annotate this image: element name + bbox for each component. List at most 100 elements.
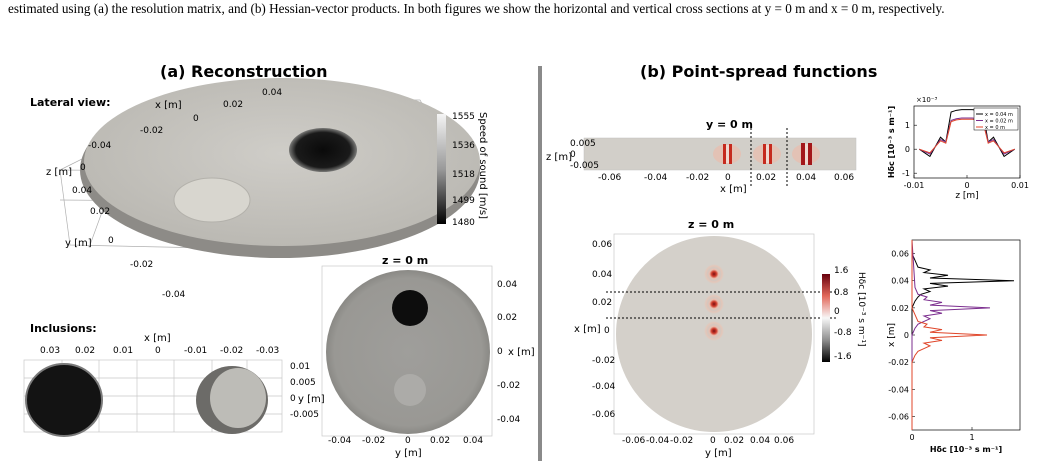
strip-z-tick: -0.005: [570, 161, 600, 171]
slice-a-title: z = 0 m: [382, 254, 429, 267]
chart2-ytick-label: 0.02: [891, 304, 909, 313]
chart1-series-line: [919, 109, 1015, 158]
panel-a-title: (a) Reconstruction: [160, 62, 328, 81]
lateral-view-3d: [59, 78, 480, 258]
strip-z-tick: 0.005: [570, 139, 596, 149]
strip-x-tick: -0.06: [598, 173, 622, 183]
slice-a-x-tick: 0.04: [463, 436, 484, 446]
chart2-ylabel: x [m]: [887, 323, 897, 347]
incl-y-tick: 0.01: [290, 362, 311, 372]
lateral-view-label: Lateral view:: [30, 96, 111, 109]
incl-x-tick: -0.01: [184, 346, 208, 356]
strip-x-tick: 0.06: [834, 173, 855, 183]
dark-inclusion-3d: [289, 128, 357, 172]
slice-a-light-inclusion: [394, 374, 426, 406]
lateral-x-label: x [m]: [155, 100, 182, 111]
psf-colorbar-tick: 0: [834, 307, 840, 317]
psf-slice-y-tick: 0.06: [592, 240, 613, 250]
incl-x-tick: 0: [155, 346, 161, 356]
slice-a-y-tick: -0.04: [497, 415, 521, 425]
chart2-ytick-label: -0.06: [888, 412, 909, 421]
lateral-y-tick: 0.02: [90, 207, 111, 217]
chart1-legend-entry: x = 0 m: [985, 125, 1005, 131]
incl-x-label: x [m]: [144, 333, 171, 344]
lateral-y-tick: 0: [108, 236, 114, 246]
chart1-legend: [973, 107, 1019, 131]
panel-divider: [538, 66, 542, 461]
psf-colorbar-label: Hδc [10⁻³ s m⁻¹]: [856, 272, 866, 347]
sos-colorbar-tick: 1480: [452, 218, 475, 228]
chart1-ylabel: Hδc [10⁻³ s m⁻¹]: [887, 106, 896, 178]
chart2-series-line: [911, 240, 988, 430]
chart1-xtick-label: 0: [964, 181, 969, 190]
slice-a-y-tick: -0.02: [497, 381, 521, 391]
psf-colorbar-tick: 0.8: [834, 288, 849, 298]
psf-colorbar-tick: -0.8: [834, 328, 852, 338]
lateral-z-tick: -0.04: [88, 141, 112, 151]
incl-y-tick: -0.005: [290, 410, 320, 420]
incl-y-tick: 0.005: [290, 378, 316, 388]
psf-slice-x-axis-label: x [m]: [574, 324, 601, 335]
chart1-xlabel: z [m]: [955, 191, 978, 201]
strip-psf-1: [753, 144, 781, 164]
chart2-frame: [911, 239, 1021, 431]
psf-slice-x-tick: -0.02: [670, 436, 694, 446]
slice-a-x-tick: -0.04: [328, 436, 352, 446]
psf-dot-2: [704, 321, 724, 341]
incl-light-sphere: [210, 368, 266, 428]
strip-title: y = 0 m: [706, 118, 753, 131]
slice-a-y-tick: 0: [497, 347, 503, 357]
inclusions-label: Inclusions:: [30, 322, 97, 335]
psf-slice-y-tick: -0.04: [592, 382, 616, 392]
psf-slice-x-tick: -0.04: [646, 436, 670, 446]
chart2-series-line: [911, 239, 991, 430]
strip-z-label: z [m]: [546, 152, 572, 163]
incl-x-tick: 0.01: [113, 346, 134, 356]
slice-a-x-tick: 0.02: [430, 436, 451, 446]
strip-x-tick: -0.04: [644, 173, 668, 183]
chart2-ytick-label: 0: [904, 331, 909, 340]
z-profile-chart: ×10⁻³ -0.01 0 0.01 -1 0 1 z [m] Hδc [10⁻³ s m⁻¹]…: [887, 96, 1029, 201]
strip-x-tick: 0: [725, 173, 731, 183]
chart2-series-line: [911, 240, 1015, 430]
chart1-xtick-label: 0.01: [1011, 181, 1029, 190]
slice-a-view: [321, 265, 493, 437]
incl-x-tick: 0.02: [75, 346, 96, 356]
lateral-x-tick: -0.02: [140, 126, 164, 136]
psf-slice-y-tick: -0.06: [592, 410, 616, 420]
psf-slice-y-tick: 0.02: [592, 298, 613, 308]
psf-colorbar-tick: -1.6: [834, 352, 852, 362]
strip-x-tick: -0.02: [686, 173, 710, 183]
sos-colorbar-label: Speed of sound [m/s]: [477, 112, 488, 219]
psf-slice-view: [606, 233, 838, 435]
lateral-x-tick: 0.02: [223, 100, 244, 110]
sos-colorbar-tick: 1499: [452, 196, 475, 206]
chart1-series-line: [919, 118, 1015, 154]
chart1-xtick-label: -0.01: [904, 181, 925, 190]
lateral-x-tick: 0: [193, 114, 199, 124]
lateral-y-tick: -0.04: [162, 290, 186, 300]
psf-slice-x-tick: 0.06: [774, 436, 795, 446]
lateral-y-tick: 0.04: [72, 186, 93, 196]
x-profile-chart: 0 1 0.06 0.04 0.02 0 -0.02 -0.04 -0.06 Hδc [10⁻³ …: [887, 239, 1021, 454]
psf-slice-y-tick: -0.02: [592, 356, 616, 366]
lateral-y-tick: -0.02: [130, 260, 154, 270]
strip-psf-2: [792, 143, 820, 165]
chart1-ytick-label: -1: [902, 169, 910, 178]
chart1-series-line: [919, 117, 1015, 155]
chart1-ytick-label: 0: [905, 145, 910, 154]
strip-x-tick: 0.04: [796, 173, 817, 183]
slice-a-dark-inclusion: [392, 290, 428, 326]
psf-slice-x-tick: 0.04: [750, 436, 771, 446]
chart1-legend-entry: x = 0.02 m: [985, 119, 1013, 125]
chart2-xlabel: Hδc [10⁻³ s m⁻¹]: [930, 445, 1002, 454]
incl-y-tick: 0: [290, 394, 296, 404]
figure-caption: estimated using (a) the resolution matri…: [8, 1, 945, 16]
sos-colorbar-tick: 1555: [452, 112, 475, 122]
light-inclusion-3d: [173, 177, 251, 223]
inclusions-view: [23, 359, 283, 437]
chart2-ytick-label: 0.06: [891, 250, 909, 259]
slice-a-y-tick: 0.04: [497, 280, 518, 290]
strip-psf-0: [713, 144, 741, 164]
incl-x-tick: 0.03: [40, 346, 61, 356]
